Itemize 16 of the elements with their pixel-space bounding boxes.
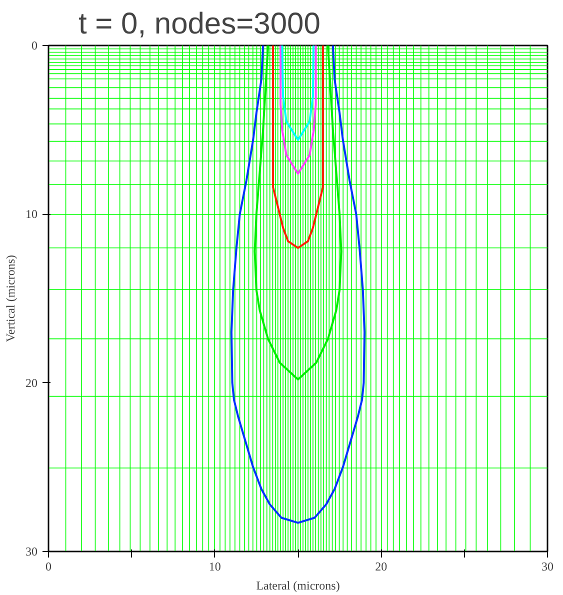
y-axis-title: Vertical (microns) xyxy=(4,255,18,342)
y-tick-label: 0 xyxy=(32,38,38,52)
line-series xyxy=(281,46,314,141)
x-axis-title: Lateral (microns) xyxy=(256,578,340,592)
x-tick-label: 0 xyxy=(46,560,52,574)
line-series xyxy=(280,46,317,175)
y-tick-label: 20 xyxy=(26,376,38,390)
line-series xyxy=(272,46,324,249)
line-series xyxy=(230,46,366,524)
y-tick-label: 30 xyxy=(26,544,38,558)
chart-title: t = 0, nodes=3000 xyxy=(78,8,320,40)
y-tick-label: 10 xyxy=(26,207,38,222)
line-series xyxy=(254,46,342,380)
x-tick-label: 30 xyxy=(542,560,554,574)
x-tick-label: 10 xyxy=(208,560,221,574)
x-tick-label: 20 xyxy=(375,560,388,574)
